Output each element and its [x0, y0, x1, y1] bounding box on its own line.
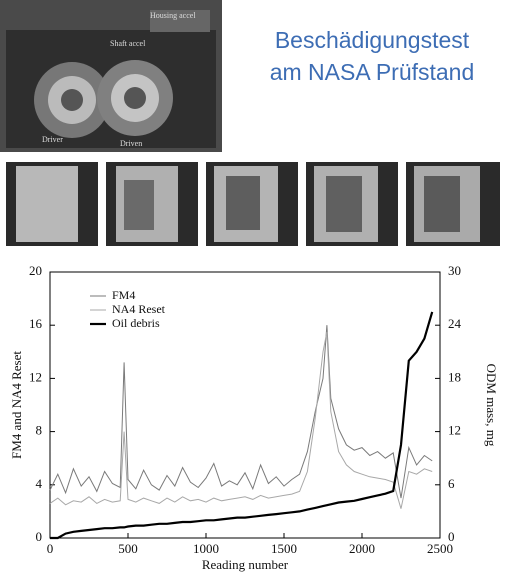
y-tick-label: 16 — [29, 316, 43, 331]
y2-axis-title: ODM mass, mg — [484, 364, 499, 447]
photo-label: Driver — [42, 135, 63, 144]
legend-label: NA4 Reset — [112, 302, 166, 316]
y2-tick-label: 30 — [448, 263, 461, 278]
y2-tick-label: 18 — [448, 369, 461, 384]
plot-frame — [49, 271, 441, 539]
y2-tick-label: 12 — [448, 423, 461, 438]
x-tick-label: 0 — [47, 541, 54, 556]
y2-tick-label: 6 — [448, 476, 455, 491]
series-line — [50, 311, 434, 540]
photo-label: Shaft accel — [110, 39, 146, 48]
y-axis-title: FM4 and NA4 Reset — [9, 351, 24, 459]
y-tick-label: 20 — [29, 263, 42, 278]
tooth-photos — [6, 162, 500, 246]
photo-label: Housing accel — [150, 11, 196, 20]
y-tick-label: 8 — [36, 423, 43, 438]
x-tick-label: 1000 — [193, 541, 219, 556]
legend-label: FM4 — [112, 288, 135, 302]
x-tick-label: 2500 — [427, 541, 453, 556]
y-tick-label: 12 — [29, 369, 42, 384]
x-tick-label: 500 — [118, 541, 138, 556]
x-tick-label: 2000 — [349, 541, 375, 556]
y-tick-label: 4 — [36, 476, 43, 491]
gear-photo: Housing accel Shaft accel Driver Driven — [0, 0, 222, 152]
photo-label: Driven — [120, 139, 142, 148]
series-line — [49, 325, 433, 499]
y2-tick-label: 0 — [448, 529, 455, 544]
series-line — [49, 331, 433, 509]
x-axis-title: Reading number — [202, 557, 289, 572]
slide-title: am NASA Prüfstand — [270, 59, 475, 85]
legend-label: Oil debris — [112, 316, 160, 330]
x-tick-label: 1500 — [271, 541, 297, 556]
slide-title: Beschädigungstest — [275, 27, 470, 53]
y-tick-label: 0 — [36, 529, 43, 544]
y2-tick-label: 24 — [448, 316, 462, 331]
